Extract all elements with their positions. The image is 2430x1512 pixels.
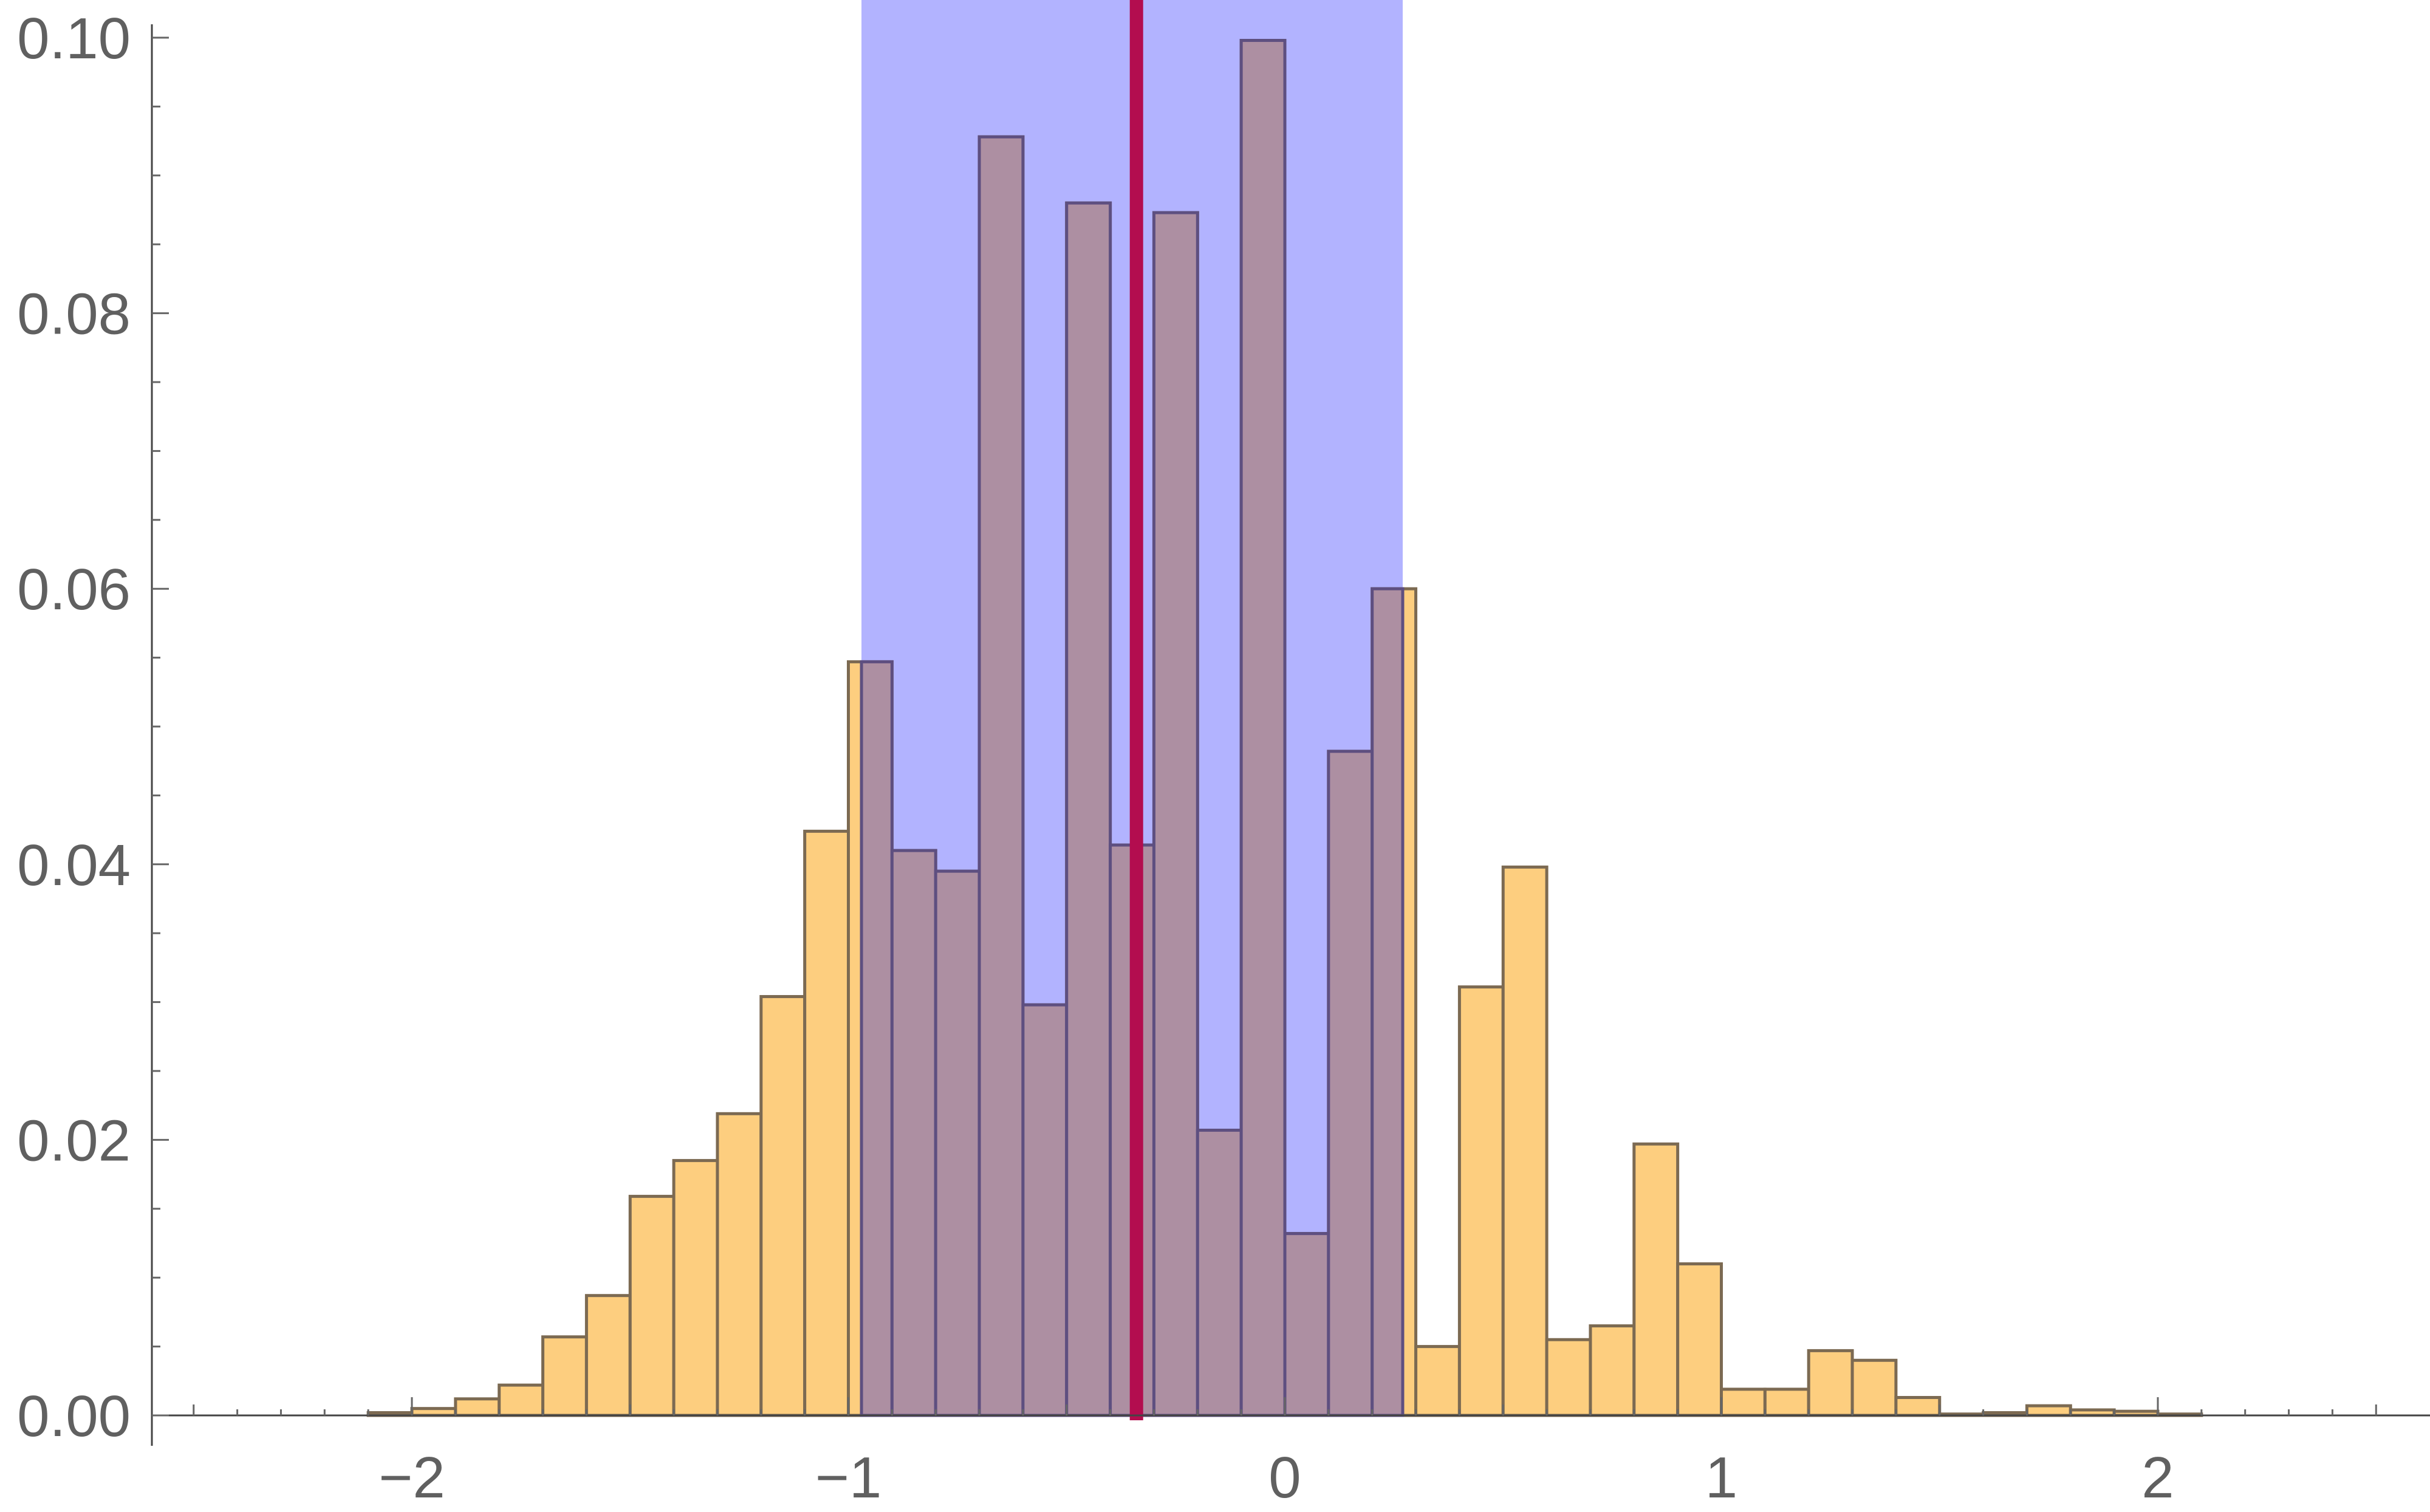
histogram-bar-overlap bbox=[934, 869, 981, 1417]
x-tick-label: 2 bbox=[2141, 1445, 2174, 1510]
histogram-bar bbox=[1457, 985, 1505, 1417]
x-tick-label: 1 bbox=[1705, 1445, 1737, 1510]
histogram-bar bbox=[1414, 1345, 1461, 1417]
histogram-bar bbox=[498, 1383, 545, 1417]
histogram-bar bbox=[1501, 865, 1549, 1417]
histogram-bar-overlap bbox=[860, 660, 894, 1417]
y-tick-label: 0.10 bbox=[17, 6, 131, 71]
x-tick-label: −2 bbox=[378, 1445, 445, 1510]
histogram-bar bbox=[584, 1294, 632, 1417]
histogram-bar bbox=[1894, 1396, 1942, 1417]
histogram-bar bbox=[759, 995, 807, 1417]
histogram-bar bbox=[1850, 1358, 1898, 1417]
histogram-bar-overlap bbox=[1021, 1003, 1069, 1417]
histogram-bar bbox=[2025, 1404, 2072, 1417]
histogram-bar-overlap bbox=[890, 849, 937, 1417]
histogram-bar bbox=[1589, 1324, 1636, 1417]
histogram-bar-overlap bbox=[1327, 750, 1374, 1417]
x-tick-label: −1 bbox=[815, 1445, 881, 1510]
histogram-bar bbox=[410, 1407, 457, 1417]
histogram-bar-overlap bbox=[1196, 1129, 1243, 1417]
histogram-bar bbox=[628, 1194, 676, 1417]
y-tick-label: 0.06 bbox=[17, 557, 131, 622]
histogram-bar-overlap bbox=[1371, 587, 1405, 1417]
histogram-bar bbox=[1720, 1387, 1767, 1417]
y-tick-label: 0.00 bbox=[17, 1384, 131, 1449]
y-tick-label: 0.08 bbox=[17, 282, 131, 347]
histogram-bar-overlap bbox=[977, 135, 1025, 1417]
histogram-bar bbox=[541, 1335, 588, 1417]
histogram-bar bbox=[454, 1397, 501, 1417]
histogram-bar-overlap bbox=[1283, 1232, 1330, 1417]
histogram-bar bbox=[803, 829, 850, 1417]
histogram-bar bbox=[1807, 1349, 1854, 1417]
histogram-bar-overlap bbox=[1239, 39, 1287, 1417]
y-tick-label: 0.04 bbox=[17, 833, 131, 898]
x-tick-label: 0 bbox=[1268, 1445, 1301, 1510]
histogram-bar bbox=[672, 1158, 719, 1417]
histogram-bar bbox=[1763, 1387, 1810, 1417]
histogram-bar bbox=[1545, 1338, 1592, 1417]
histogram-bar-overlap bbox=[1152, 211, 1199, 1417]
y-tick-label: 0.02 bbox=[17, 1108, 131, 1173]
histogram-bar-overlap bbox=[1065, 201, 1112, 1417]
histogram-bar bbox=[1676, 1262, 1723, 1417]
histogram-bar bbox=[716, 1112, 763, 1417]
histogram-bar bbox=[1632, 1142, 1680, 1417]
